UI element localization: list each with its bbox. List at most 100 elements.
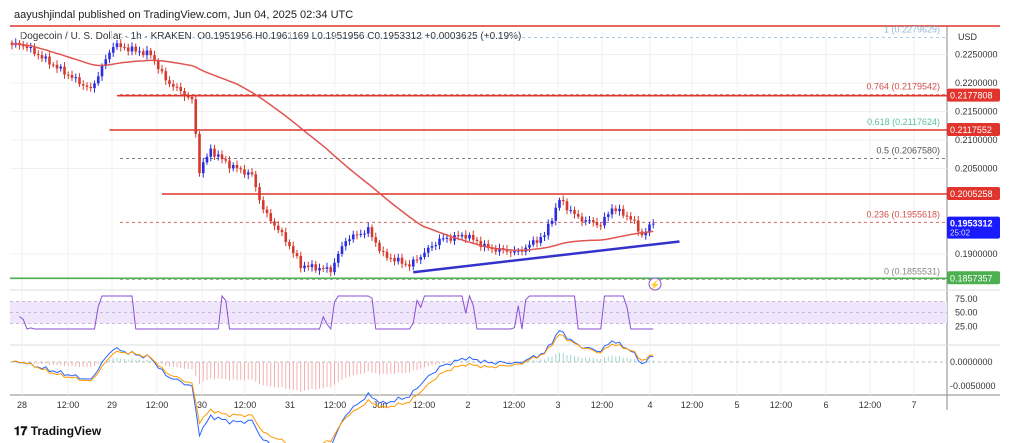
candle-body	[160, 69, 164, 72]
candle-body	[198, 133, 201, 174]
candle-body	[51, 64, 55, 66]
price-tag	[947, 122, 1000, 136]
candle-body	[70, 74, 74, 78]
candle-body	[419, 257, 423, 260]
rsi-line	[19, 294, 654, 331]
candle-body	[539, 237, 543, 243]
price-tick-label: 0.1900000	[955, 249, 998, 259]
time-tick-label: Jun	[373, 400, 388, 410]
candle-body	[595, 222, 599, 226]
symbol-legend: Dogecoin / U. S. Dollar · 1h · KRAKEN O0…	[20, 31, 521, 42]
candle-body	[648, 224, 651, 233]
rsi-tick-label: 25.00	[955, 321, 978, 331]
candle-body	[464, 234, 468, 239]
candle-body	[228, 160, 231, 169]
candle-body	[78, 77, 81, 85]
candle-body	[351, 234, 355, 240]
candle-body	[606, 214, 610, 217]
candle-body	[505, 249, 509, 252]
macd-tick-label: 0.0000000	[950, 357, 993, 367]
candle-body	[651, 223, 655, 225]
candle-body	[153, 55, 156, 62]
candle-body	[175, 86, 179, 88]
time-tick-label: 30	[197, 400, 207, 410]
candle-body	[629, 216, 633, 220]
candle-body	[456, 235, 460, 237]
candle-body	[329, 267, 333, 273]
candle-body	[171, 84, 175, 87]
candle-body	[475, 239, 479, 241]
time-tick-label: 4	[647, 400, 652, 410]
candle-body	[284, 232, 288, 243]
candle-body	[216, 154, 220, 157]
candle-body	[520, 250, 524, 252]
candle-body	[48, 56, 51, 65]
candle-body	[59, 66, 63, 69]
candle-body	[494, 248, 498, 252]
candle-body	[498, 248, 501, 252]
candle-body	[344, 241, 348, 247]
candle-body	[126, 47, 130, 52]
price-tick-label: 0.2150000	[955, 107, 998, 117]
time-tick-label: 12:00	[324, 400, 347, 410]
candle-body	[426, 247, 430, 253]
candle-body	[588, 220, 591, 222]
candle-body	[254, 174, 258, 188]
candle-body	[381, 250, 385, 252]
candle-body	[156, 61, 160, 70]
candle-body	[378, 242, 381, 251]
candle-body	[123, 47, 126, 49]
candle-body	[374, 237, 378, 243]
candle-body	[265, 209, 269, 214]
candle-body	[66, 74, 70, 76]
candle-body	[145, 50, 149, 56]
candle-body	[108, 52, 111, 60]
candle-body	[25, 45, 29, 49]
price-tag-label: 0.2005258	[950, 189, 993, 199]
candle-body	[471, 234, 475, 240]
candle-body	[543, 235, 546, 238]
candle-body	[576, 213, 580, 217]
candle-body	[164, 71, 168, 81]
candle-body	[460, 234, 464, 237]
candle-body	[618, 208, 621, 212]
time-tick-label: 29	[107, 400, 117, 410]
candle-body	[93, 83, 96, 89]
time-tick-label: 31	[285, 400, 295, 410]
candle-body	[348, 239, 351, 242]
candle-body	[224, 159, 228, 161]
symbol-name: Dogecoin / U. S. Dollar · 1h · KRAKEN	[20, 31, 192, 42]
time-tick-label: 2	[465, 400, 470, 410]
price-tick-label: 0.2050000	[955, 164, 998, 174]
candle-body	[209, 148, 213, 157]
candle-body	[633, 219, 636, 221]
candle-body	[389, 257, 393, 259]
candle-body	[580, 216, 584, 222]
macd-signal-line	[11, 333, 654, 443]
candle-body	[33, 47, 36, 54]
time-tick-label: 3	[555, 400, 560, 410]
fib-label-0.5: 0.5 (0.2067580)	[876, 145, 940, 155]
candle-body	[299, 255, 303, 269]
candle-body	[528, 244, 531, 248]
ohlc-values: O0.1951956 H0.1961169 L0.1951956 C0.1953…	[197, 31, 522, 42]
candle-body	[276, 225, 280, 231]
time-tick-label: 7	[911, 400, 916, 410]
candle-body	[393, 258, 396, 262]
candle-body	[355, 234, 359, 236]
time-tick-label: 12:00	[413, 400, 436, 410]
time-tick-label: 6	[823, 400, 828, 410]
candle-body	[201, 162, 205, 174]
candle-body	[291, 246, 295, 254]
candle-body	[141, 51, 145, 56]
candle-body	[269, 213, 273, 222]
candle-body	[179, 86, 183, 91]
candle-body	[385, 251, 389, 258]
price-tag-label: 0.2117552	[950, 125, 992, 135]
currency-label: USD	[958, 32, 978, 42]
candle-body	[591, 220, 595, 223]
candle-body	[111, 47, 115, 53]
candle-body	[400, 257, 404, 264]
candle-body	[509, 251, 513, 253]
